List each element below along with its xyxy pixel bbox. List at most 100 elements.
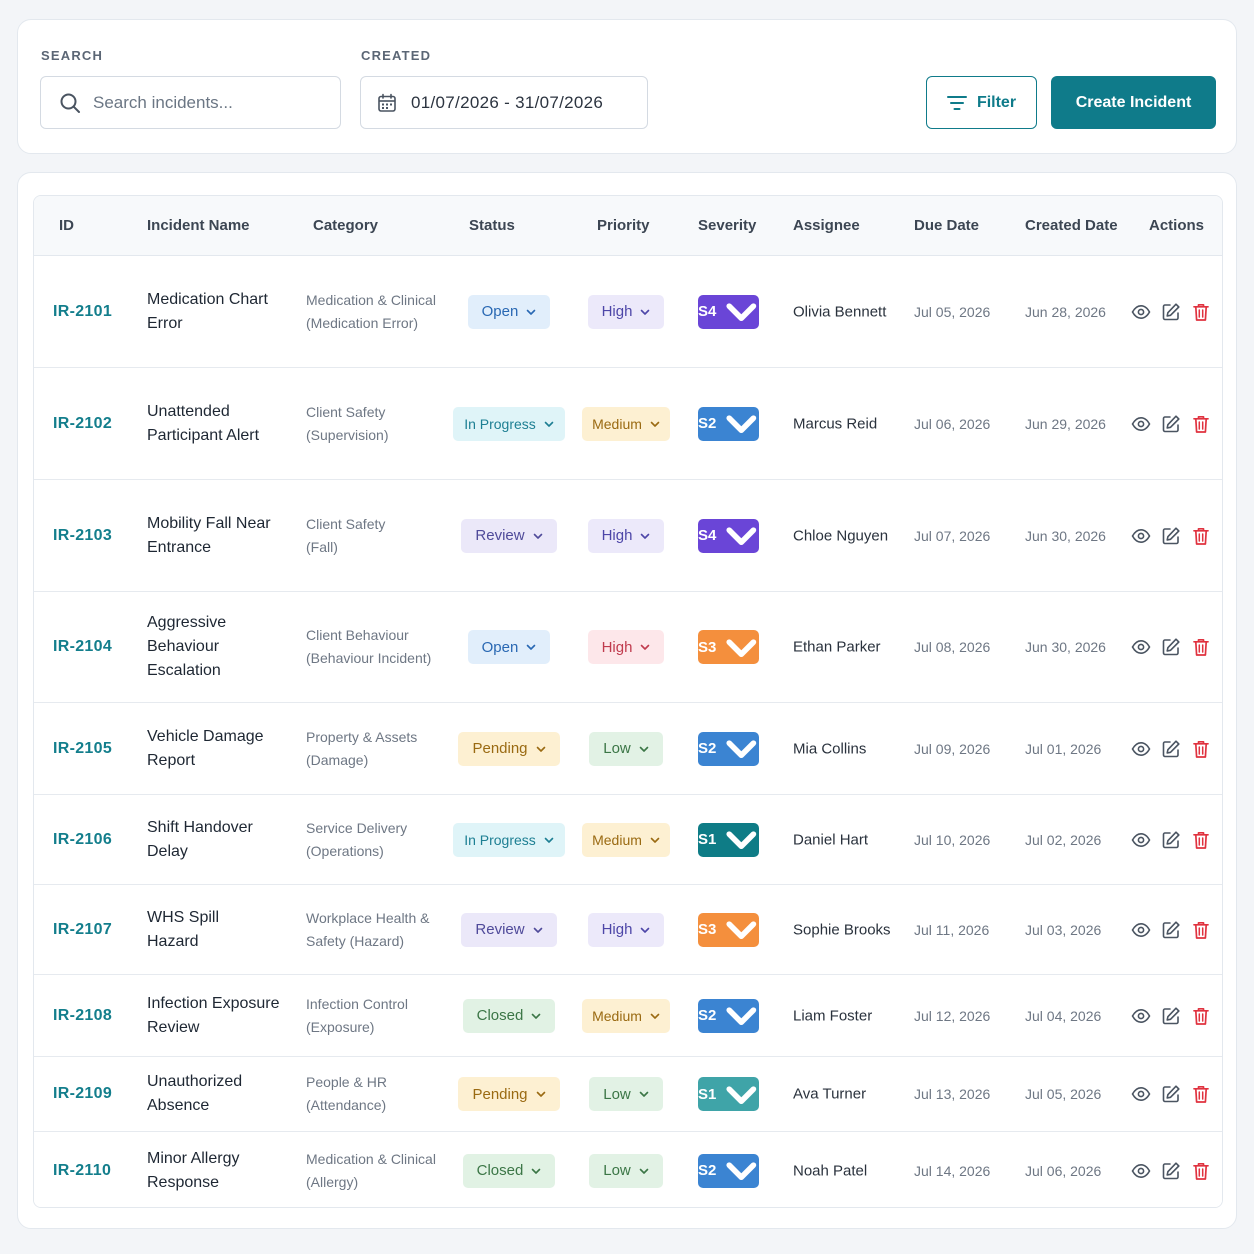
date-range-picker[interactable]: 01/07/2026 - 31/07/2026 xyxy=(360,76,648,129)
severity-cell: S1 xyxy=(698,1077,759,1111)
chevron-down-icon xyxy=(650,1013,660,1019)
priority-value: High xyxy=(601,527,633,544)
table-row[interactable]: IR-2104 Aggressive Behaviour Escalation … xyxy=(34,592,1222,703)
severity-dropdown[interactable]: S4 xyxy=(698,294,759,329)
trash-icon[interactable] xyxy=(1191,1006,1211,1026)
filter-button[interactable]: Filter xyxy=(926,76,1037,129)
trash-icon[interactable] xyxy=(1191,1084,1211,1104)
table-row[interactable]: IR-2107 WHS Spill Hazard Workplace Healt… xyxy=(34,885,1222,975)
severity-dropdown[interactable]: S4 xyxy=(698,518,759,553)
priority-dropdown[interactable]: Low xyxy=(589,1077,663,1111)
table-row[interactable]: IR-2108 Infection Exposure Review Infect… xyxy=(34,975,1222,1057)
priority-dropdown[interactable]: Medium xyxy=(582,822,670,857)
incident-id-link[interactable]: IR-2105 xyxy=(53,739,113,757)
trash-icon[interactable] xyxy=(1191,302,1211,322)
edit-icon[interactable] xyxy=(1161,1006,1181,1026)
row-actions xyxy=(1131,526,1211,546)
trash-icon[interactable] xyxy=(1191,526,1211,546)
incident-id-link[interactable]: IR-2102 xyxy=(53,414,113,432)
severity-cell: S1 xyxy=(698,822,759,857)
incident-name-line: Medication Chart xyxy=(147,290,268,308)
severity-dropdown[interactable]: S3 xyxy=(698,630,759,664)
incident-id-link[interactable]: IR-2101 xyxy=(53,302,113,320)
edit-icon[interactable] xyxy=(1161,637,1181,657)
status-value: Review xyxy=(475,527,525,544)
category-line: Medication & Clinical xyxy=(306,291,436,308)
create-incident-button[interactable]: Create Incident xyxy=(1051,76,1216,129)
status-dropdown[interactable]: Pending xyxy=(458,731,560,766)
incident-id-link[interactable]: IR-2108 xyxy=(53,1006,113,1024)
incident-id-link[interactable]: IR-2109 xyxy=(53,1085,113,1102)
status-dropdown[interactable]: Open xyxy=(467,294,551,329)
priority-dropdown[interactable]: Low xyxy=(589,1153,663,1188)
severity-dropdown[interactable]: S2 xyxy=(698,1153,759,1188)
severity-dropdown[interactable]: S1 xyxy=(698,822,759,857)
severity-dropdown[interactable]: S1 xyxy=(698,1077,759,1111)
incident-name-line: Escalation xyxy=(147,662,221,679)
severity-dropdown[interactable]: S3 xyxy=(698,912,759,947)
priority-value: Medium xyxy=(592,1007,642,1024)
table-row[interactable]: IR-2102 Unattended Participant Alert Cli… xyxy=(34,368,1222,480)
edit-icon[interactable] xyxy=(1161,1161,1181,1181)
incident-id-link[interactable]: IR-2106 xyxy=(53,830,113,848)
trash-icon[interactable] xyxy=(1191,739,1211,759)
priority-dropdown[interactable]: Medium xyxy=(582,406,670,441)
incident-id-link[interactable]: IR-2107 xyxy=(53,920,113,938)
status-dropdown[interactable]: Open xyxy=(467,630,551,664)
severity-dropdown[interactable]: S2 xyxy=(698,731,759,766)
status-dropdown[interactable]: Closed xyxy=(462,1153,556,1188)
trash-icon[interactable] xyxy=(1191,830,1211,850)
status-dropdown[interactable]: In Progress xyxy=(453,406,565,441)
status-dropdown[interactable]: Closed xyxy=(462,998,556,1033)
eye-icon[interactable] xyxy=(1131,739,1151,759)
edit-icon[interactable] xyxy=(1161,526,1181,546)
search-input[interactable] xyxy=(93,92,313,113)
priority-dropdown[interactable]: High xyxy=(587,912,665,947)
severity-cell: S3 xyxy=(698,630,759,664)
trash-icon[interactable] xyxy=(1191,414,1211,434)
status-dropdown[interactable]: Review xyxy=(461,518,557,553)
eye-icon[interactable] xyxy=(1131,830,1151,850)
status-value: Open xyxy=(481,638,519,656)
edit-icon[interactable] xyxy=(1161,920,1181,940)
eye-icon[interactable] xyxy=(1131,1006,1151,1026)
trash-icon[interactable] xyxy=(1191,920,1211,940)
incident-id-link[interactable]: IR-2110 xyxy=(53,1161,112,1179)
eye-icon[interactable] xyxy=(1131,1161,1151,1181)
incident-id-link[interactable]: IR-2103 xyxy=(53,526,113,544)
severity-dropdown[interactable]: S2 xyxy=(698,998,759,1033)
assignee: Chloe Nguyen xyxy=(793,527,889,544)
priority-dropdown[interactable]: High xyxy=(587,630,665,664)
table-row[interactable]: IR-2110 Minor Allergy Response Medicatio… xyxy=(34,1132,1222,1207)
edit-icon[interactable] xyxy=(1161,1084,1181,1104)
category-line: (Damage) xyxy=(306,751,369,768)
trash-icon[interactable] xyxy=(1191,637,1211,657)
priority-dropdown[interactable]: High xyxy=(587,518,665,553)
incident-id-link[interactable]: IR-2104 xyxy=(53,638,113,655)
eye-icon[interactable] xyxy=(1131,526,1151,546)
priority-dropdown[interactable]: Medium xyxy=(582,998,670,1033)
priority-dropdown[interactable]: High xyxy=(587,294,665,329)
edit-icon[interactable] xyxy=(1161,302,1181,322)
table-row[interactable]: IR-2106 Shift Handover Delay Service Del… xyxy=(34,795,1222,885)
table-row[interactable]: IR-2103 Mobility Fall Near Entrance Clie… xyxy=(34,480,1222,592)
edit-icon[interactable] xyxy=(1161,414,1181,434)
eye-icon[interactable] xyxy=(1131,637,1151,657)
severity-dropdown[interactable]: S2 xyxy=(698,406,759,441)
edit-icon[interactable] xyxy=(1161,830,1181,850)
table-row[interactable]: IR-2105 Vehicle Damage Report Property &… xyxy=(34,703,1222,795)
status-dropdown[interactable]: Pending xyxy=(458,1077,560,1111)
priority-dropdown[interactable]: Low xyxy=(589,731,663,766)
eye-icon[interactable] xyxy=(1131,1084,1151,1104)
eye-icon[interactable] xyxy=(1131,920,1151,940)
eye-icon[interactable] xyxy=(1131,414,1151,434)
table-row[interactable]: IR-2101 Medication Chart Error Medicatio… xyxy=(34,256,1222,368)
status-dropdown[interactable]: In Progress xyxy=(453,822,565,857)
trash-icon[interactable] xyxy=(1191,1161,1211,1181)
column-header-created-date: Created Date xyxy=(1025,217,1118,234)
table-row[interactable]: IR-2109 Unauthorized Absence People & HR… xyxy=(34,1057,1222,1132)
status-dropdown[interactable]: Review xyxy=(461,912,557,947)
eye-icon[interactable] xyxy=(1131,302,1151,322)
edit-icon[interactable] xyxy=(1161,739,1181,759)
search-box[interactable] xyxy=(40,76,341,129)
